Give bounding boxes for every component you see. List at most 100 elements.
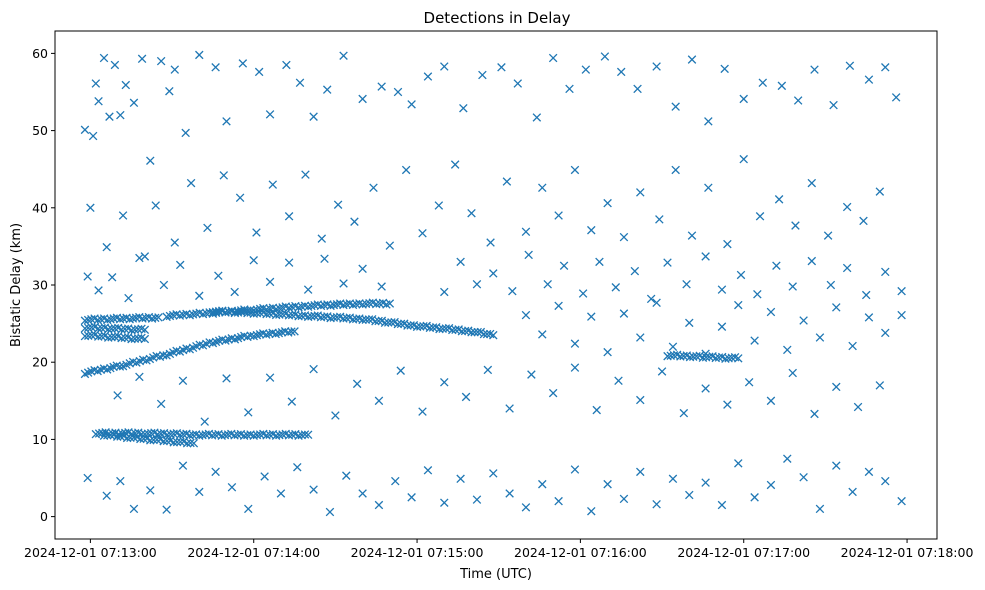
data-point-355	[103, 431, 112, 440]
data-point-522	[249, 256, 258, 265]
data-point-259	[403, 321, 412, 330]
data-point-660	[783, 345, 792, 355]
data-point-140	[202, 308, 211, 318]
data-point-319	[195, 431, 204, 440]
x-tick-label: 2024-12-01 07:17:00	[677, 545, 810, 560]
data-point-536	[543, 279, 552, 289]
data-point-426	[265, 110, 275, 119]
x-tick-label: 2024-12-01 07:14:00	[187, 545, 320, 560]
data-point-333	[239, 431, 249, 440]
y-tick-label: 30	[32, 278, 48, 293]
plot-frame	[54, 30, 938, 540]
data-point-554	[861, 290, 871, 300]
data-point-448	[633, 84, 642, 94]
data-point-15	[128, 314, 138, 323]
data-point-280	[470, 327, 479, 337]
data-point-665	[864, 313, 874, 322]
data-point-659	[766, 307, 776, 317]
data-point-454	[739, 94, 748, 104]
data-point-237	[332, 312, 342, 322]
data-point-583	[505, 489, 514, 498]
data-point-624	[461, 392, 471, 402]
data-point-644	[521, 310, 531, 320]
data-point-643	[875, 381, 885, 390]
data-point-423	[222, 117, 231, 126]
data-point-472	[219, 171, 229, 180]
data-point-435	[407, 100, 416, 109]
data-point-495	[603, 198, 612, 208]
x-axis-ticks: 2024-12-01 07:13:00 2024-12-01 07:14:00 20…	[24, 539, 973, 560]
data-point-406	[88, 131, 98, 141]
data-point-543	[663, 258, 672, 267]
data-point-421	[195, 50, 204, 60]
data-point-411	[110, 60, 120, 70]
data-point-443	[548, 53, 558, 63]
data-point-557	[83, 473, 92, 483]
data-point-118	[262, 330, 271, 339]
data-point-467	[135, 253, 144, 263]
data-point-68	[99, 364, 109, 373]
data-point-530	[440, 287, 449, 297]
data-point-476	[284, 212, 294, 221]
x-tick-label: 2024-12-01 07:13:00	[24, 545, 157, 560]
data-point-527	[339, 279, 348, 288]
data-point-614	[244, 408, 253, 417]
data-point-365	[136, 434, 145, 444]
data-point-593	[668, 474, 678, 484]
data-point-48	[97, 331, 106, 341]
data-point-424	[238, 59, 248, 68]
y-tick-label: 50	[32, 123, 48, 138]
data-point-538	[578, 289, 588, 298]
data-point-458	[810, 65, 819, 74]
data-point-130	[168, 310, 178, 320]
data-point-407	[91, 79, 101, 88]
data-point-609	[135, 372, 144, 382]
data-point-574	[358, 489, 367, 498]
data-point-575	[374, 500, 384, 510]
data-point-469	[170, 238, 180, 247]
data-point-631	[614, 376, 623, 385]
data-point-577	[407, 493, 416, 502]
data-point-584	[521, 503, 531, 512]
data-point-40	[133, 324, 143, 334]
data-point-666	[881, 328, 890, 338]
data-point-281	[473, 327, 482, 337]
data-point-591	[636, 467, 645, 477]
x-tick-label: 2024-12-01 07:18:00	[841, 545, 974, 560]
data-point-505	[774, 195, 784, 204]
data-point-288	[94, 429, 104, 438]
data-point-29	[97, 323, 106, 333]
data-point-135	[185, 311, 195, 320]
data-point-115	[252, 330, 262, 340]
data-point-548	[753, 290, 762, 299]
data-point-549	[772, 261, 781, 270]
data-point-233	[319, 312, 329, 322]
data-point-445	[581, 65, 591, 74]
data-point-623	[440, 378, 449, 387]
data-point-504	[755, 212, 765, 221]
data-point-635	[701, 384, 710, 393]
data-point-470	[186, 178, 196, 188]
data-point-246	[361, 315, 371, 324]
data-point-180	[329, 300, 339, 310]
data-point-582	[489, 469, 498, 478]
chart-title: Detections in Delay	[424, 9, 571, 27]
data-point-179	[326, 301, 335, 311]
data-point-475	[268, 180, 278, 189]
data-point-247	[364, 315, 374, 324]
data-point-350	[294, 431, 303, 440]
data-point-463	[891, 93, 901, 102]
data-point-133	[178, 310, 188, 320]
data-point-500	[687, 231, 697, 240]
data-point-485	[434, 201, 444, 210]
data-point-0	[80, 316, 90, 325]
data-point-521	[230, 287, 239, 297]
data-point-604	[848, 487, 857, 497]
data-point-464	[86, 203, 95, 213]
data-point-453	[720, 64, 729, 74]
data-point-493	[570, 165, 580, 175]
data-point-384	[669, 350, 679, 360]
data-point-28	[93, 324, 103, 333]
data-point-598	[750, 493, 759, 502]
data-point-479	[333, 200, 343, 209]
